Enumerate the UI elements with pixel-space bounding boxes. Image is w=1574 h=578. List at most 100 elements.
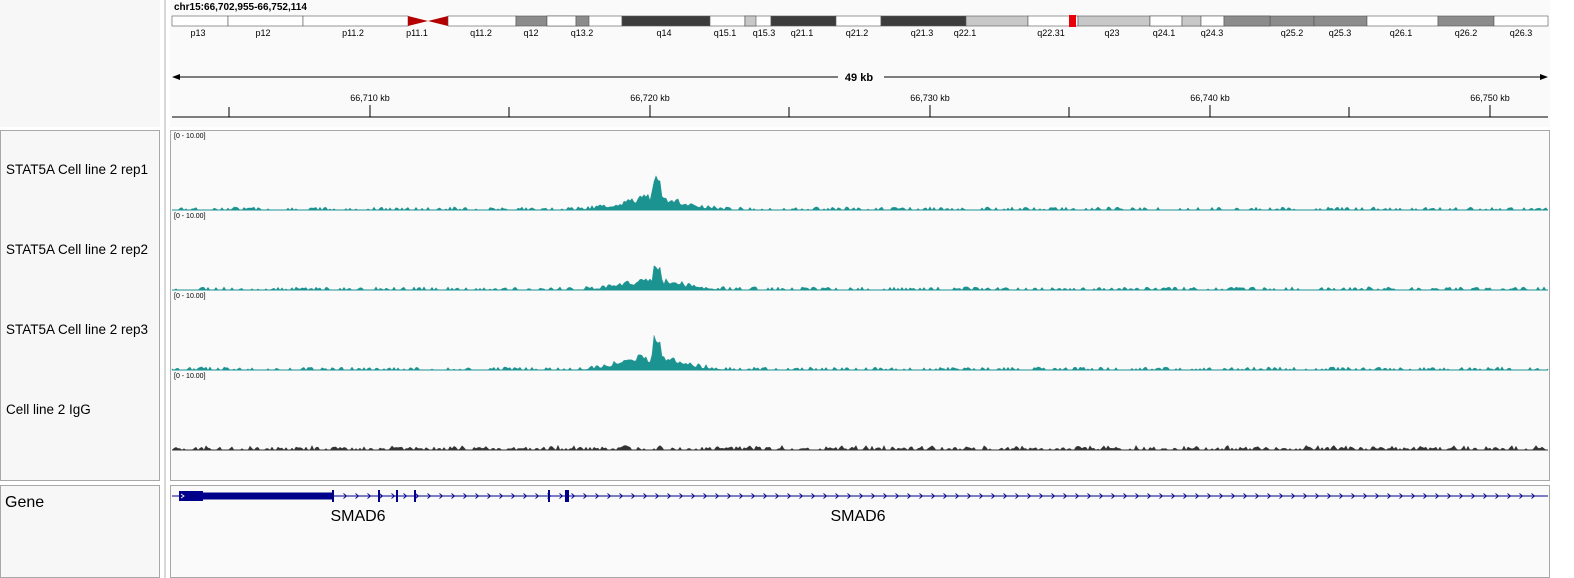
gene-strand-arrow [1291, 493, 1296, 499]
gene-strand-arrow [475, 493, 480, 499]
gene-strand-arrow [559, 493, 564, 499]
gene-strand-arrow [667, 493, 672, 499]
ruler-tick-label: 66,720 kb [630, 93, 670, 103]
gene-exon[interactable] [548, 490, 550, 502]
gene-name-label[interactable]: SMAD6 [330, 508, 385, 525]
ideogram-band-q21.1[interactable] [770, 15, 837, 27]
track-scale-label: [0 - 10.00] [174, 293, 206, 300]
gene-strand-arrow [1195, 493, 1200, 499]
ideogram-current-region[interactable] [1069, 15, 1076, 27]
ideogram-band-q21.3[interactable] [880, 15, 967, 27]
ideogram-band-p12[interactable] [227, 15, 304, 27]
ideogram-band-q22.1[interactable] [965, 15, 1029, 27]
gene-strand-arrow [1135, 493, 1140, 499]
gene-exon[interactable] [332, 490, 334, 502]
ideogram-band-q26.3[interactable] [1493, 15, 1549, 27]
gene-strand-arrow [1147, 493, 1152, 499]
signal-tracks[interactable]: [0 - 10.00] [0 - 10.00] [0 - 10.00] [0 - 10… [171, 133, 1549, 451]
gene-strand-arrow [691, 493, 696, 499]
track-name-igg[interactable]: Cell line 2 IgG [6, 402, 91, 417]
gene-exon[interactable] [396, 490, 398, 502]
gene-strand-arrow [823, 493, 828, 499]
gene-strand-arrow [1063, 493, 1068, 499]
gene-strand-arrow [1207, 493, 1212, 499]
track-1[interactable]: [0 - 10.00] [172, 213, 1548, 291]
gene-exon[interactable] [565, 490, 569, 502]
ideogram-label-q21.3: q21.3 [911, 28, 934, 38]
ideogram-band-p13[interactable] [171, 15, 229, 27]
gene-track-name[interactable]: Gene [5, 494, 45, 511]
gene-track[interactable]: SMAD6 SMAD6 [172, 490, 1548, 525]
track-signal [171, 335, 1549, 371]
ideogram-band-p11.2[interactable] [302, 15, 409, 27]
gene-strand-arrow [1495, 493, 1500, 499]
gene-exon-block[interactable] [203, 492, 333, 500]
gene-panel[interactable] [170, 485, 1550, 578]
ideogram-band-q21.2[interactable] [835, 15, 882, 27]
ideogram-subband-6 [1223, 15, 1271, 27]
gene-strand-arrow [991, 493, 996, 499]
gene-strand-arrow [1483, 493, 1488, 499]
track-0[interactable]: [0 - 10.00] [172, 133, 1549, 211]
ideogram-band-q23[interactable] [1077, 15, 1151, 27]
chromosome-ideogram[interactable]: p13 p12 p11.2 p11.1 q11.2 q12 q13.2 q14 q15.1 q15… [171, 15, 1549, 38]
ideogram-label-q15.3: q15.3 [753, 28, 776, 38]
ideogram-label-p11.2: p11.2 [342, 28, 364, 38]
track-name-rep2[interactable]: STAT5A Cell line 2 rep2 [6, 242, 149, 257]
gene-strand-arrow [499, 493, 504, 499]
ideogram-band-p11.1[interactable] [408, 16, 428, 26]
ideogram-band-q15.1[interactable] [709, 15, 746, 27]
ideogram-band-q26.1[interactable] [1366, 15, 1439, 27]
track-3[interactable]: [0 - 10.00] [171, 373, 1548, 451]
gene-strand-arrow [799, 493, 804, 499]
ideogram-label-q14: q14 [656, 28, 671, 38]
ideogram-band-q26.2[interactable] [1437, 15, 1495, 27]
ideogram-label-q26.3: q26.3 [1510, 28, 1533, 38]
ideogram-label-q26.2: q26.2 [1455, 28, 1478, 38]
ruler[interactable]: 49 kb 66,710 kb 66,720 kb 66,730 kb 66,740 k… [172, 72, 1548, 118]
ideogram-label-q21.1: q21.1 [791, 28, 814, 38]
name-panel-data: STAT5A Cell line 2 rep1 STAT5A Cell line… [0, 130, 160, 481]
gene-exon[interactable] [378, 490, 380, 502]
ideogram-band-p11.1-q[interactable] [428, 16, 448, 26]
track-signal [172, 265, 1548, 291]
ideogram-label-p11.1: p11.1 [406, 28, 428, 38]
ideogram-band-q14[interactable] [621, 15, 711, 27]
gene-strand-arrow [451, 493, 456, 499]
ideogram-subband-2 [744, 15, 757, 27]
gene-strand-arrow [1003, 493, 1008, 499]
gene-strand-arrow [775, 493, 780, 499]
track-2[interactable]: [0 - 10.00] [171, 293, 1549, 371]
data-panel[interactable] [170, 130, 1550, 481]
ideogram-band-q12[interactable] [515, 15, 548, 27]
gene-strand-arrow [1279, 493, 1284, 499]
track-name-rep1[interactable]: STAT5A Cell line 2 rep1 [6, 162, 149, 177]
ideogram-band-q11.2[interactable] [447, 15, 517, 27]
gene-strand-arrow [1159, 493, 1164, 499]
gene-strand-arrow [1111, 493, 1116, 499]
track-scale-label: [0 - 10.00] [174, 213, 206, 220]
gene-strand-arrow [1327, 493, 1332, 499]
gene-exon[interactable] [414, 490, 416, 502]
gene-strand-arrow [703, 493, 708, 499]
name-panel-header [0, 0, 160, 127]
gene-name-label[interactable]: SMAD6 [830, 508, 885, 525]
gene-strand-arrow [1351, 493, 1356, 499]
ideogram-label-p13: p13 [190, 28, 205, 38]
gene-strand-arrow [1087, 493, 1092, 499]
gene-strand-arrow [1255, 493, 1260, 499]
ideogram-band-q25.2[interactable] [1269, 15, 1315, 27]
panel-divider[interactable] [164, 0, 166, 578]
gene-strand-arrow [1435, 493, 1440, 499]
ideogram-label-q21.2: q21.2 [846, 28, 869, 38]
ideogram-band-q25.3[interactable] [1313, 15, 1368, 27]
ruler-tick-label: 66,730 kb [910, 93, 950, 103]
gene-utr[interactable] [179, 491, 203, 501]
ruler-arrow-left [172, 74, 180, 80]
gene-strand-arrow [1399, 493, 1404, 499]
gene-strand-arrow [391, 493, 396, 499]
track-name-rep3[interactable]: STAT5A Cell line 2 rep3 [6, 322, 149, 337]
gene-strand-arrow [439, 493, 444, 499]
gene-strand-arrow [1231, 493, 1236, 499]
